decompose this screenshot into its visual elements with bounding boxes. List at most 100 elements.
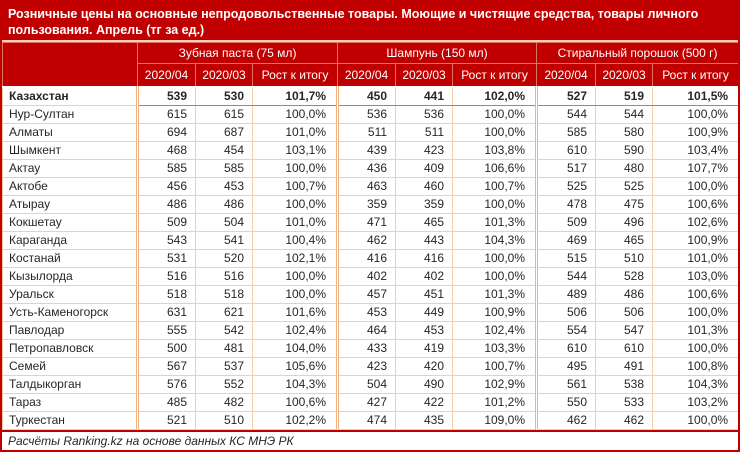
price-value-cell: 511 [336, 122, 397, 142]
growth-value-cell: 100,4% [251, 230, 339, 250]
growth-value-cell: 103,0% [652, 266, 738, 286]
region-name: Тараз [2, 392, 138, 412]
price-value-cell: 468 [136, 140, 196, 160]
price-value-cell: 580 [595, 122, 654, 142]
growth-value-cell: 103,4% [652, 140, 738, 160]
price-value-cell: 576 [136, 374, 196, 394]
sub-header-2020-03: 2020/03 [395, 63, 454, 88]
growth-value-cell: 101,5% [652, 86, 738, 106]
price-value-cell: 441 [395, 86, 454, 106]
price-value-cell: 416 [395, 248, 454, 268]
price-value-cell: 457 [336, 284, 397, 304]
price-value-cell: 449 [395, 302, 454, 322]
price-value-cell: 485 [136, 392, 196, 412]
price-value-cell: 433 [336, 338, 397, 358]
price-value-cell: 541 [195, 230, 253, 250]
price-value-cell: 631 [136, 302, 196, 322]
price-value-cell: 544 [535, 104, 597, 124]
table-row: Талдыкорган 576 552 104,3% 504 490 102,9% 561 53… [2, 374, 738, 394]
growth-value-cell: 100,6% [251, 392, 339, 412]
price-value-cell: 561 [535, 374, 597, 394]
table-row: Актобе 456 453 100,7% 463 460 100,7% 525 525 100,… [2, 176, 738, 196]
region-name: Талдыкорган [2, 374, 138, 394]
price-value-cell: 621 [195, 302, 253, 322]
growth-value-cell: 101,3% [452, 212, 538, 232]
price-value-cell: 496 [595, 212, 654, 232]
growth-value-cell: 101,6% [251, 302, 339, 322]
price-value-cell: 402 [336, 266, 397, 286]
price-value-cell: 462 [535, 410, 597, 430]
region-name: Атырау [2, 194, 138, 214]
price-value-cell: 536 [336, 104, 397, 124]
growth-value-cell: 100,9% [652, 122, 738, 142]
price-value-cell: 462 [595, 410, 654, 430]
price-value-cell: 486 [136, 194, 196, 214]
price-value-cell: 463 [336, 176, 397, 196]
growth-value-cell: 100,6% [652, 284, 738, 304]
region-name: Усть-Каменогорск [2, 302, 138, 322]
price-value-cell: 610 [595, 338, 654, 358]
growth-value-cell: 100,0% [251, 104, 339, 124]
growth-value-cell: 100,0% [251, 194, 339, 214]
growth-value-cell: 101,0% [251, 122, 339, 142]
growth-value-cell: 100,0% [652, 410, 738, 430]
price-value-cell: 478 [535, 194, 597, 214]
price-value-cell: 436 [336, 158, 397, 178]
price-value-cell: 585 [195, 158, 253, 178]
growth-value-cell: 100,0% [251, 158, 339, 178]
price-value-cell: 615 [136, 104, 196, 124]
growth-value-cell: 100,0% [652, 338, 738, 358]
group-header-powder: Стиральный порошок (500 г) [536, 42, 738, 64]
region-name: Алматы [2, 122, 138, 142]
price-value-cell: 519 [595, 86, 654, 106]
growth-value-cell: 109,0% [452, 410, 538, 430]
growth-value-cell: 103,1% [251, 140, 339, 160]
growth-value-cell: 100,6% [652, 194, 738, 214]
region-name: Актобе [2, 176, 138, 196]
growth-value-cell: 100,7% [452, 356, 538, 376]
price-value-cell: 482 [195, 392, 253, 412]
sub-header-2020-04: 2020/04 [137, 63, 196, 88]
price-value-cell: 435 [395, 410, 454, 430]
growth-value-cell: 102,4% [251, 320, 339, 340]
price-value-cell: 506 [535, 302, 597, 322]
price-value-cell: 471 [336, 212, 397, 232]
growth-value-cell: 100,0% [452, 104, 538, 124]
price-value-cell: 515 [535, 248, 597, 268]
price-value-cell: 521 [136, 410, 196, 430]
region-name: Костанай [2, 248, 138, 268]
price-value-cell: 694 [136, 122, 196, 142]
price-table: Зубная паста (75 мл) Шампунь (150 мл) Ст… [2, 42, 738, 430]
table-row: Павлодар 555 542 102,4% 464 453 102,4% 554 547 10… [2, 320, 738, 340]
price-value-cell: 359 [336, 194, 397, 214]
price-value-cell: 544 [535, 266, 597, 286]
price-value-cell: 538 [595, 374, 654, 394]
price-value-cell: 422 [395, 392, 454, 412]
price-value-cell: 544 [595, 104, 654, 124]
growth-value-cell: 100,0% [251, 266, 339, 286]
price-value-cell: 510 [195, 410, 253, 430]
growth-value-cell: 104,3% [452, 230, 538, 250]
growth-value-cell: 102,2% [251, 410, 339, 430]
growth-value-cell: 101,3% [652, 320, 738, 340]
price-value-cell: 525 [535, 176, 597, 196]
table-row: Тараз 485 482 100,6% 427 422 101,2% 550 533 103,2… [2, 392, 738, 412]
group-header-shampoo: Шампунь (150 мл) [337, 42, 538, 64]
growth-value-cell: 103,3% [452, 338, 538, 358]
price-value-cell: 520 [195, 248, 253, 268]
price-value-cell: 504 [195, 212, 253, 232]
price-value-cell: 528 [595, 266, 654, 286]
table-row: Атырау 486 486 100,0% 359 359 100,0% 478 475 100,… [2, 194, 738, 214]
sub-header-growth: Рост к итогу [452, 63, 538, 88]
price-value-cell: 491 [595, 356, 654, 376]
price-value-cell: 516 [136, 266, 196, 286]
price-value-cell: 509 [535, 212, 597, 232]
price-value-cell: 554 [535, 320, 597, 340]
growth-value-cell: 107,7% [652, 158, 738, 178]
growth-value-cell: 103,2% [652, 392, 738, 412]
growth-value-cell: 102,1% [251, 248, 339, 268]
price-value-cell: 474 [336, 410, 397, 430]
price-value-cell: 585 [535, 122, 597, 142]
price-value-cell: 443 [395, 230, 454, 250]
price-value-cell: 610 [535, 338, 597, 358]
